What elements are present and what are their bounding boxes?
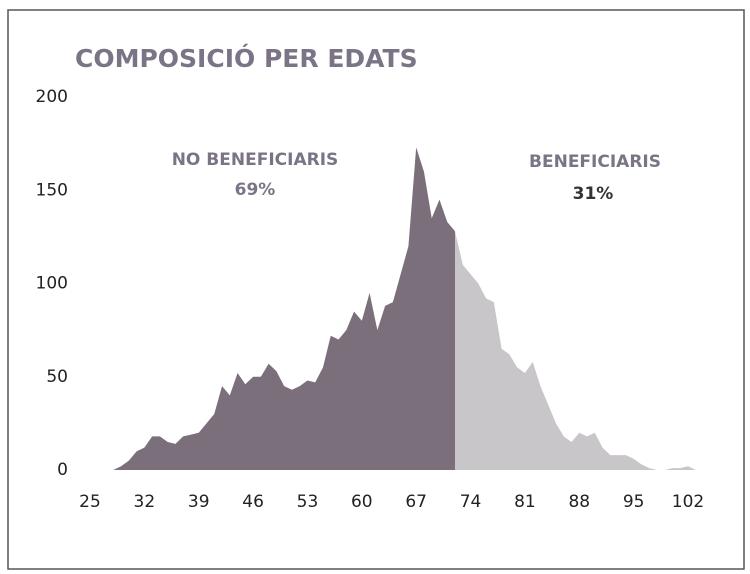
annotation: 69%: [235, 180, 276, 200]
area: [455, 231, 696, 470]
x-tick-label: 74: [460, 492, 482, 512]
x-tick-label: 53: [297, 492, 319, 512]
chart-title: COMPOSICIÓ PER EDATS: [75, 43, 418, 73]
y-tick-label: 200: [36, 87, 68, 107]
y-tick-label: 0: [57, 460, 68, 480]
y-tick-label: 50: [46, 367, 68, 387]
chart-frame: [7, 9, 745, 570]
x-tick-label: 32: [134, 492, 156, 512]
x-tick-label: 25: [79, 492, 101, 512]
y-tick-label: 150: [36, 180, 68, 200]
annotation: BENEFICIARIS: [529, 152, 661, 172]
area: [90, 147, 456, 471]
x-tick-label: 102: [672, 492, 704, 512]
x-tick-label: 67: [405, 492, 427, 512]
annotation: NO BENEFICIARIS: [172, 150, 339, 170]
x-tick-label: 95: [623, 492, 645, 512]
x-tick-label: 81: [514, 492, 536, 512]
x-tick-label: 39: [188, 492, 210, 512]
annotation: 31%: [573, 184, 614, 204]
x-tick-label: 88: [568, 492, 590, 512]
x-tick-label: 60: [351, 492, 373, 512]
y-tick-label: 100: [36, 274, 68, 294]
x-tick-label: 46: [242, 492, 264, 512]
